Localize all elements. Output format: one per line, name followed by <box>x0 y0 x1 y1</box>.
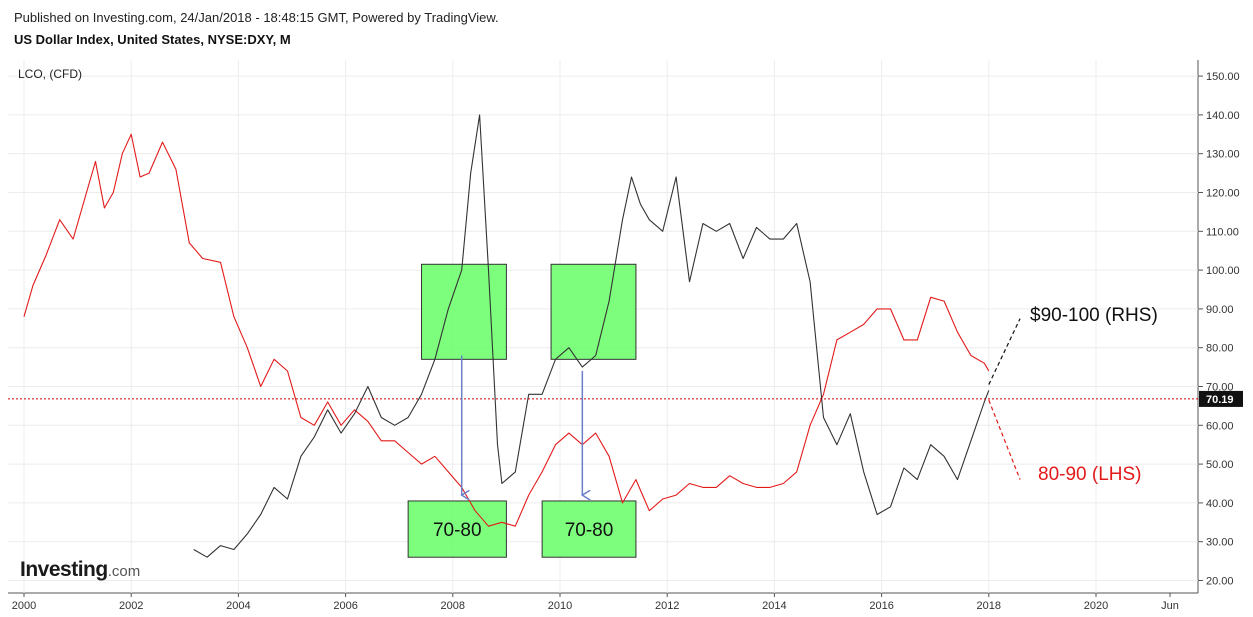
y-tick-label: 30.00 <box>1206 537 1234 549</box>
annotation-box <box>541 500 637 558</box>
x-tick-label: Jun <box>1161 600 1179 612</box>
projection-label: 80-90 (LHS) <box>1038 464 1142 485</box>
published-note: Published on Investing.com, 24/Jan/2018 … <box>14 10 499 25</box>
projection-line <box>988 399 1021 480</box>
logo-domain: .com <box>107 563 141 580</box>
x-tick-label: 2012 <box>655 600 679 612</box>
y-tick-label: 50.00 <box>1206 459 1234 471</box>
chart-title: US Dollar Index, United States, NYSE:DXY… <box>14 32 291 47</box>
annotation-box <box>407 500 507 558</box>
pane-label: LCO, (CFD) <box>18 67 82 81</box>
y-tick-label: 130.00 <box>1206 149 1240 161</box>
x-tick-label: 2000 <box>12 600 36 612</box>
y-tick-label: 140.00 <box>1206 110 1240 122</box>
x-tick-label: 2002 <box>119 600 143 612</box>
y-tick-label: 120.00 <box>1206 188 1240 200</box>
y-tick-label: 90.00 <box>1206 304 1234 316</box>
x-tick-label: 2020 <box>1084 600 1108 612</box>
x-tick-label: 2004 <box>226 600 250 612</box>
y-tick-label: 40.00 <box>1206 498 1234 510</box>
x-tick-label: 2014 <box>762 600 786 612</box>
y-tick-label: 70.00 <box>1206 382 1234 394</box>
x-tick-label: 2018 <box>977 600 1001 612</box>
y-tick-label: 60.00 <box>1206 420 1234 432</box>
annotation-box-label: 70-80 <box>433 520 482 541</box>
y-tick-label: 20.00 <box>1206 576 1234 588</box>
annotation-box <box>421 263 507 360</box>
x-tick-label: 2006 <box>333 600 357 612</box>
y-tick-label: 80.00 <box>1206 343 1234 355</box>
projection-line <box>988 318 1021 385</box>
series-line-lhs <box>23 133 990 527</box>
y-tick-label: 100.00 <box>1206 265 1240 277</box>
series-line-rhs <box>193 114 990 558</box>
current-price-label: 70.19 <box>1206 394 1234 406</box>
annotation-box-label: 70-80 <box>565 520 614 541</box>
current-price-badge <box>1199 390 1243 407</box>
projection-label: $90-100 (RHS) <box>1030 305 1158 326</box>
investing-logo: Investing.com <box>20 558 140 582</box>
y-tick-label: 110.00 <box>1206 226 1239 238</box>
x-tick-label: 2008 <box>441 600 465 612</box>
y-tick-label: 150.00 <box>1206 71 1240 83</box>
x-tick-label: 2010 <box>548 600 572 612</box>
x-tick-label: 2016 <box>869 600 893 612</box>
logo-brand: Investing <box>20 558 108 581</box>
annotation-box <box>550 263 637 360</box>
